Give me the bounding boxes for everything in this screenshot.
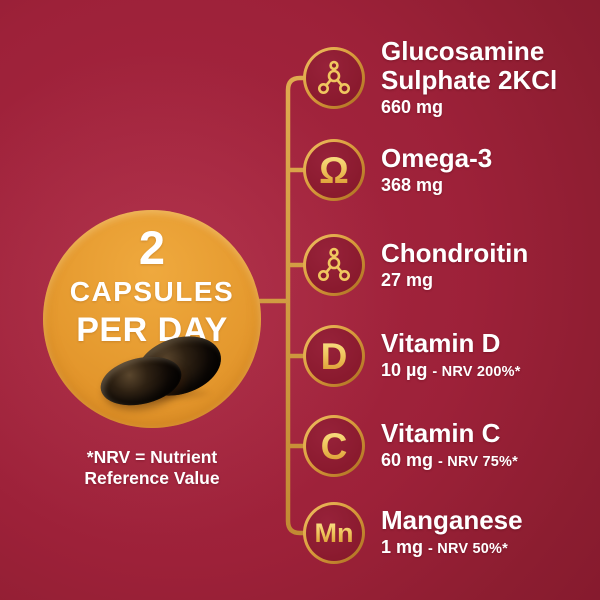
molecule-glyph — [318, 60, 350, 94]
ingredient-row-manganese: Mn Manganese 1 mg - NRV 50%* — [303, 502, 523, 564]
ingredient-text: Manganese 1 mg - NRV 50%* — [381, 504, 523, 561]
letter-c-icon: C — [303, 415, 365, 477]
ingredient-name-line2: Sulphate 2KCl — [381, 65, 558, 95]
amount-value: 368 mg — [381, 174, 444, 195]
ingredient-amount: 368 mg — [381, 173, 492, 197]
ingredient-amount: 10 µg - NRV 200%* — [381, 358, 521, 384]
molecule-icon-inner — [306, 237, 362, 293]
capsules-image — [95, 326, 229, 413]
ingredient-name-line1: Glucosamine — [381, 36, 545, 66]
ingredient-name: Glucosamine Sulphate 2KCl — [381, 37, 557, 95]
nrv-value: - NRV 75%* — [438, 453, 518, 470]
ingredient-amount: 1 mg - NRV 50%* — [381, 535, 523, 561]
dose-capsules-label: CAPSULES — [69, 276, 235, 307]
amount-value: 60 mg — [381, 449, 434, 470]
ingredient-amount: 27 mg — [381, 268, 528, 292]
ingredient-name: Manganese — [381, 504, 523, 535]
ingredient-row-omega3: Ω Omega-3 368 mg — [303, 139, 492, 201]
nrv-value: - NRV 200%* — [432, 363, 521, 380]
ingredient-text: Vitamin D 10 µg - NRV 200%* — [381, 327, 521, 384]
ingredient-text: Glucosamine Sulphate 2KCl 660 mg — [381, 37, 557, 119]
ingredient-name: Vitamin D — [381, 327, 501, 358]
omega-icon: Ω — [303, 139, 365, 201]
nrv-footnote: *NRV = Nutrient Reference Value — [40, 447, 264, 489]
amount-value: 10 µg — [381, 359, 428, 380]
letter-mn-icon-inner: Mn — [306, 505, 362, 561]
molecule-icon — [303, 47, 365, 109]
letter-c-glyph: C — [320, 425, 348, 467]
letter-d-icon-inner: D — [306, 328, 362, 384]
molecule-icon-inner — [306, 50, 362, 106]
amount-value: 27 mg — [381, 269, 434, 290]
ingredient-text: Omega-3 368 mg — [381, 142, 493, 197]
dose-number: 2 — [138, 221, 166, 274]
molecule-icon — [303, 234, 365, 296]
ingredient-row-chondroitin: Chondroitin 27 mg — [303, 234, 528, 296]
ingredient-amount: 60 mg - NRV 75%* — [381, 448, 518, 474]
letter-mn-glyph: Mn — [314, 517, 354, 548]
letter-d-icon: D — [303, 325, 365, 387]
molecule-glyph — [318, 247, 350, 281]
nrv-footnote-line2: Reference Value — [84, 468, 220, 488]
letter-d-glyph: D — [320, 335, 348, 377]
ingredient-text: Chondroitin 27 mg — [381, 237, 529, 292]
letter-mn-icon: Mn — [303, 502, 365, 564]
ingredient-row-vitamin-d: D Vitamin D 10 µg - NRV 200%* — [303, 325, 521, 387]
ingredient-name: Omega-3 — [381, 142, 493, 173]
nrv-value: - NRV 50%* — [428, 540, 508, 557]
ingredient-name: Chondroitin — [381, 237, 529, 268]
ingredient-name: Vitamin C — [381, 417, 501, 448]
amount-value: 1 mg — [381, 536, 424, 557]
ingredient-row-glucosamine: Glucosamine Sulphate 2KCl 660 mg — [303, 37, 557, 119]
ingredient-text: Vitamin C 60 mg - NRV 75%* — [381, 417, 518, 474]
connector-path — [255, 75, 309, 536]
omega-glyph: Ω — [319, 149, 349, 191]
ingredient-row-vitamin-c: C Vitamin C 60 mg - NRV 75%* — [303, 415, 518, 477]
nrv-footnote-line1: *NRV = Nutrient — [86, 447, 218, 467]
amount-value: 660 mg — [381, 97, 444, 117]
ingredient-amount: 660 mg — [381, 95, 557, 119]
letter-c-icon-inner: C — [306, 418, 362, 474]
omega-icon-inner: Ω — [306, 142, 362, 198]
